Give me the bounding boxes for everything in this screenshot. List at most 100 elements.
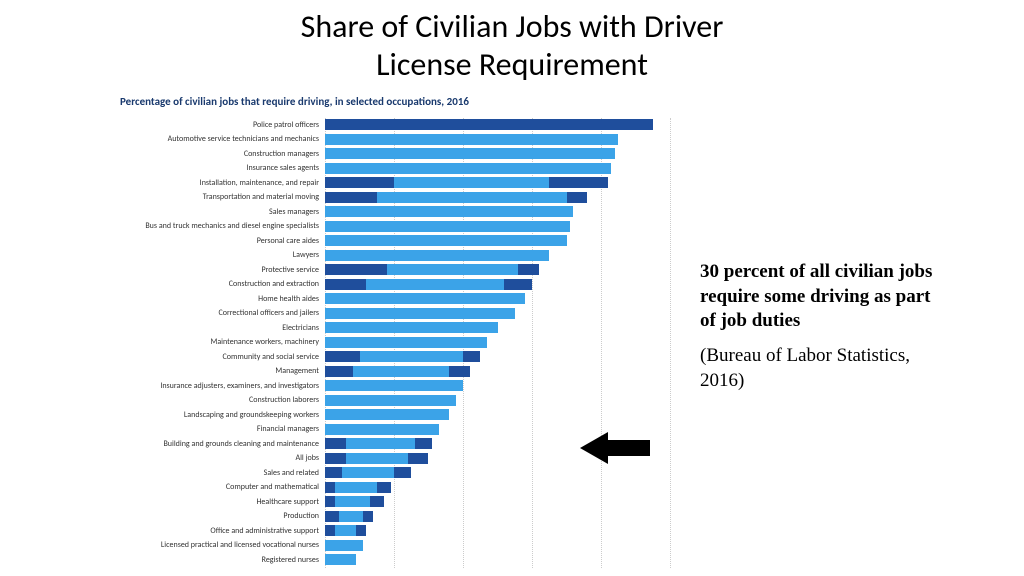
bar-track — [325, 264, 670, 275]
bar-segment — [325, 206, 573, 217]
bar-segment — [325, 148, 615, 159]
bar-segment — [356, 525, 366, 536]
bar-segment — [325, 221, 570, 232]
row-label: Construction managers — [120, 149, 325, 159]
bar-segment — [325, 380, 463, 391]
bar-track — [325, 322, 670, 333]
chart-row: Production — [120, 510, 670, 523]
callout-source-text: (Bureau of Labor Statistics, 2016) — [700, 344, 950, 393]
row-label: Office and administrative support — [120, 526, 325, 536]
bar-segment — [387, 264, 518, 275]
row-label: Healthcare support — [120, 497, 325, 507]
bar-segment — [335, 525, 356, 536]
bar-segment — [567, 192, 588, 203]
bar-segment — [325, 482, 335, 493]
bar-segment — [325, 395, 456, 406]
bar-track — [325, 177, 670, 188]
bar-track — [325, 496, 670, 507]
row-label: Financial managers — [120, 424, 325, 434]
bar-segment — [325, 322, 498, 333]
bar-segment — [325, 134, 618, 145]
bar-segment — [325, 409, 449, 420]
bar-segment — [518, 264, 539, 275]
chart-title: Percentage of civilian jobs that require… — [120, 95, 670, 108]
bar-segment — [325, 424, 439, 435]
chart-row: Sales managers — [120, 205, 670, 218]
chart-row: Community and social service — [120, 350, 670, 363]
chart-row: Computer and mathematical — [120, 481, 670, 494]
bar-segment — [325, 366, 353, 377]
chart-row: Installation, maintenance, and repair — [120, 176, 670, 189]
bar-segment — [325, 279, 366, 290]
row-label: Management — [120, 366, 325, 376]
bar-segment — [353, 366, 450, 377]
bar-segment — [335, 482, 376, 493]
bar-track — [325, 221, 670, 232]
row-label: Police patrol officers — [120, 120, 325, 130]
row-label: Licensed practical and licensed vocation… — [120, 540, 325, 550]
chart-row: Insurance sales agents — [120, 162, 670, 175]
bar-track — [325, 192, 670, 203]
row-label: Production — [120, 511, 325, 521]
bar-segment — [325, 511, 339, 522]
bar-track — [325, 380, 670, 391]
row-label: All jobs — [120, 453, 325, 463]
bar-track — [325, 293, 670, 304]
bar-track — [325, 366, 670, 377]
bar-segment — [325, 264, 387, 275]
bar-segment — [325, 235, 567, 246]
row-label: Construction laborers — [120, 395, 325, 405]
bar-track — [325, 337, 670, 348]
row-label: Transportation and material moving — [120, 192, 325, 202]
bar-segment — [346, 453, 408, 464]
bar-segment — [325, 250, 549, 261]
bar-track — [325, 163, 670, 174]
bar-segment — [549, 177, 608, 188]
callout-box: 30 percent of all civilian jobs require … — [700, 260, 950, 393]
bar-track — [325, 351, 670, 362]
bar-segment — [325, 177, 394, 188]
bar-segment — [346, 438, 415, 449]
bar-segment — [394, 177, 549, 188]
row-label: Community and social service — [120, 352, 325, 362]
chart-row: Healthcare support — [120, 495, 670, 508]
row-label: Electricians — [120, 323, 325, 333]
title-line2: License Requirement — [376, 45, 648, 84]
bar-segment — [325, 554, 356, 565]
row-label: Personal care aides — [120, 236, 325, 246]
bar-segment — [325, 119, 653, 130]
chart-container: Percentage of civilian jobs that require… — [120, 95, 670, 568]
bar-segment — [408, 453, 429, 464]
chart-plot-area: Police patrol officers Automotive service… — [120, 118, 670, 566]
row-label: Bus and truck mechanics and diesel engin… — [120, 221, 325, 231]
row-label: Insurance sales agents — [120, 163, 325, 173]
chart-row: Home health aides — [120, 292, 670, 305]
bar-segment — [504, 279, 532, 290]
bar-segment — [325, 540, 363, 551]
chart-row: Management — [120, 365, 670, 378]
bar-segment — [394, 467, 411, 478]
bar-segment — [325, 351, 360, 362]
bar-segment — [325, 293, 525, 304]
row-label: Automotive service technicians and mecha… — [120, 134, 325, 144]
bar-segment — [325, 308, 515, 319]
row-label: Sales managers — [120, 207, 325, 217]
title-line1: Share of Civilian Jobs with Driver — [301, 7, 724, 46]
bar-segment — [335, 496, 370, 507]
bar-segment — [360, 351, 464, 362]
bar-track — [325, 525, 670, 536]
chart-row: Personal care aides — [120, 234, 670, 247]
chart-row: Protective service — [120, 263, 670, 276]
row-label: Computer and mathematical — [120, 482, 325, 492]
bar-segment — [325, 192, 377, 203]
bar-segment — [363, 511, 373, 522]
chart-row: Office and administrative support — [120, 524, 670, 537]
bar-segment — [325, 453, 346, 464]
chart-row: Landscaping and groundskeeping workers — [120, 408, 670, 421]
bar-track — [325, 395, 670, 406]
bar-track — [325, 119, 670, 130]
bar-segment — [449, 366, 470, 377]
bar-segment — [463, 351, 480, 362]
chart-row: Bus and truck mechanics and diesel engin… — [120, 220, 670, 233]
bar-segment — [325, 438, 346, 449]
